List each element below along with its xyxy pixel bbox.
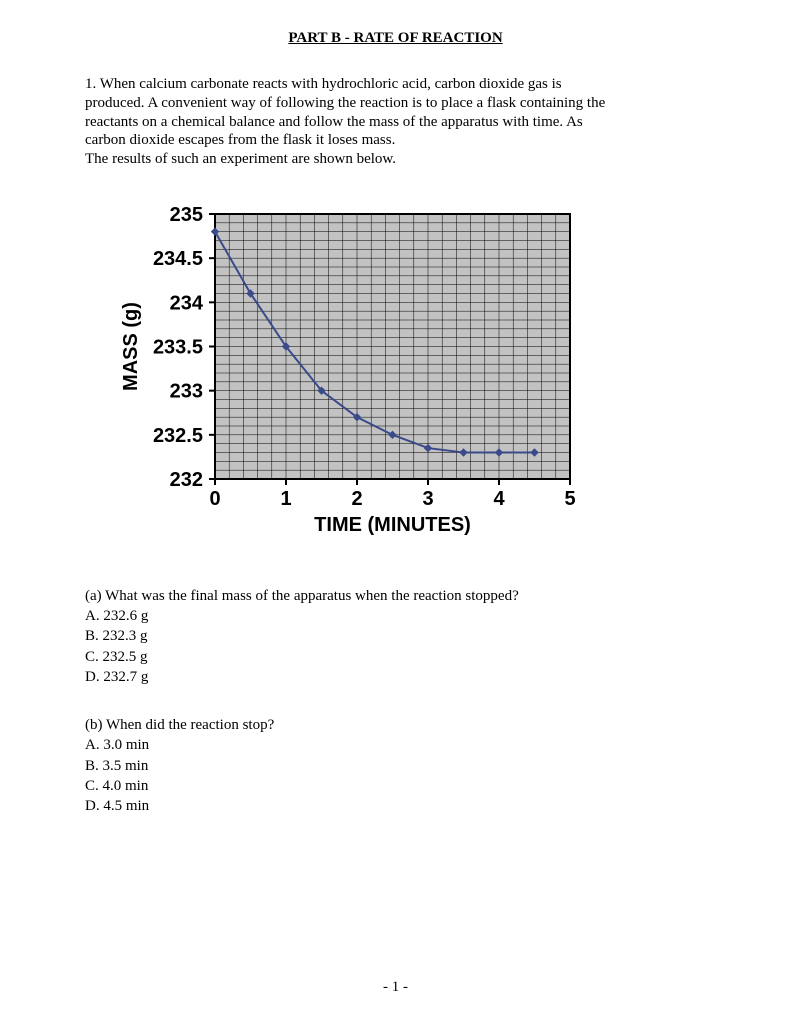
option-a: A. 232.6 g (85, 606, 706, 626)
intro-line: 1. When calcium carbonate reacts with hy… (85, 75, 706, 94)
chart-svg: 012345232232.5233233.5234234.5235TIME (M… (105, 199, 585, 539)
option-c: C. 4.0 min (85, 776, 706, 796)
question-stem: (b) When did the reaction stop? (85, 715, 706, 735)
question-stem: (a) What was the final mass of the appar… (85, 586, 706, 606)
intro-paragraph: 1. When calcium carbonate reacts with hy… (85, 75, 706, 169)
svg-text:TIME (MINUTES): TIME (MINUTES) (314, 514, 471, 536)
svg-text:232: 232 (170, 469, 203, 491)
svg-text:5: 5 (564, 488, 575, 510)
svg-text:233.5: 233.5 (153, 336, 203, 358)
page-title: PART B - RATE OF REACTION (85, 30, 706, 47)
option-d: D. 4.5 min (85, 796, 706, 816)
option-a: A. 3.0 min (85, 735, 706, 755)
svg-text:3: 3 (422, 488, 433, 510)
page-number: - 1 - (0, 979, 791, 996)
question-a: (a) What was the final mass of the appar… (85, 586, 706, 687)
option-b: B. 232.3 g (85, 626, 706, 646)
question-b: (b) When did the reaction stop? A. 3.0 m… (85, 715, 706, 816)
mass-time-chart: 012345232232.5233233.5234234.5235TIME (M… (105, 199, 706, 544)
intro-line: carbon dioxide escapes from the flask it… (85, 131, 706, 150)
option-c: C. 232.5 g (85, 647, 706, 667)
svg-text:234.5: 234.5 (153, 248, 203, 270)
intro-line: produced. A convenient way of following … (85, 94, 706, 113)
intro-line: The results of such an experiment are sh… (85, 150, 706, 169)
svg-text:2: 2 (351, 488, 362, 510)
svg-text:0: 0 (209, 488, 220, 510)
svg-text:235: 235 (170, 204, 203, 226)
svg-text:4: 4 (493, 488, 505, 510)
svg-text:1: 1 (280, 488, 291, 510)
option-d: D. 232.7 g (85, 667, 706, 687)
svg-text:MASS (g): MASS (g) (120, 302, 142, 391)
svg-text:232.5: 232.5 (153, 425, 203, 447)
option-b: B. 3.5 min (85, 756, 706, 776)
intro-line: reactants on a chemical balance and foll… (85, 113, 706, 132)
svg-text:233: 233 (170, 380, 203, 402)
svg-text:234: 234 (170, 292, 204, 314)
